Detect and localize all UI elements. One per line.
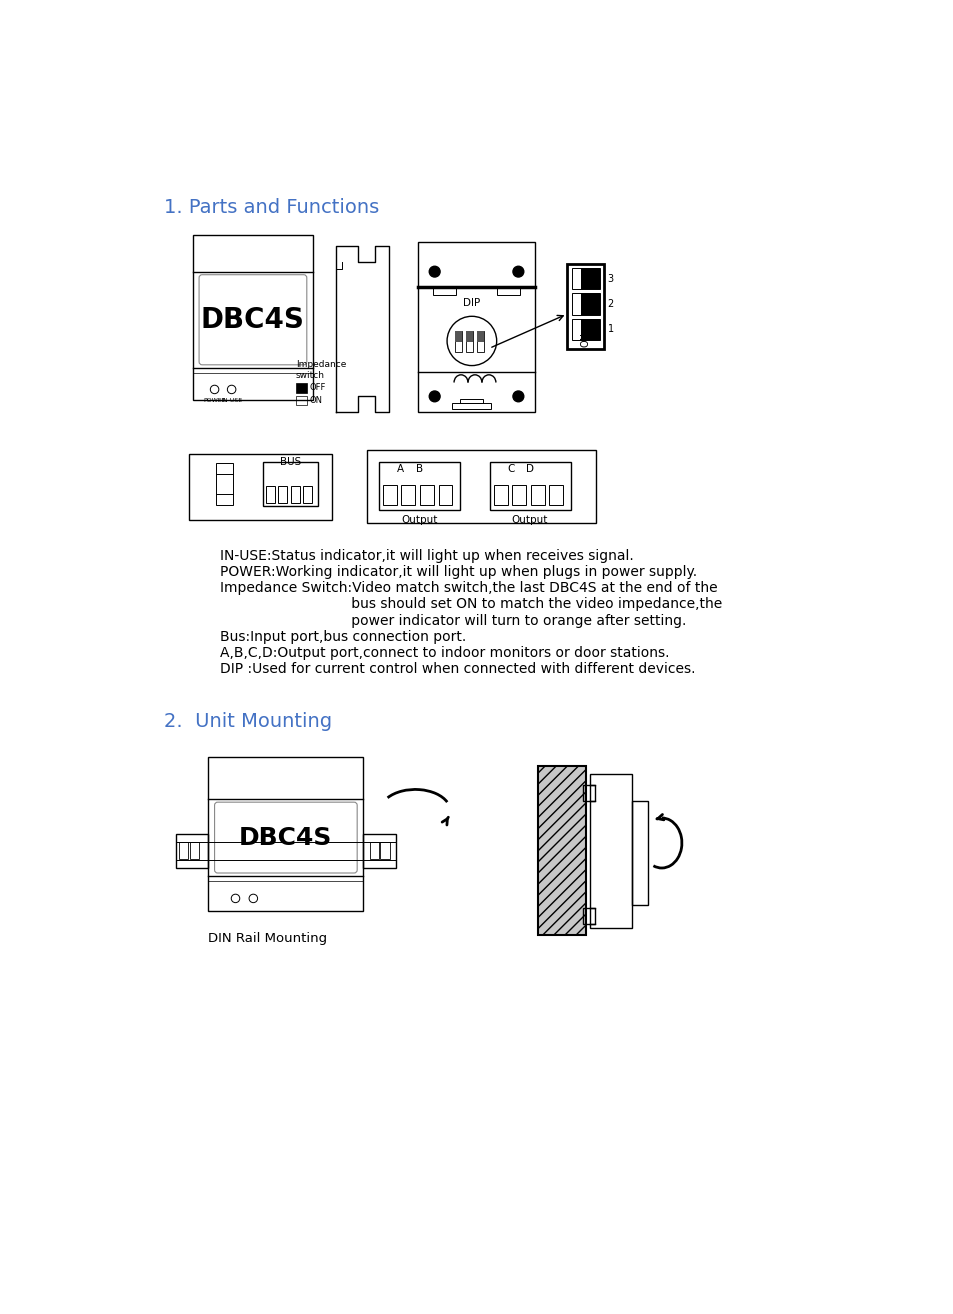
Text: Bus:Input port,bus connection port.: Bus:Input port,bus connection port.: [220, 629, 466, 644]
Text: ON: ON: [580, 332, 590, 347]
Bar: [190, 842, 199, 858]
Text: DBC4S: DBC4S: [201, 306, 305, 334]
Bar: [179, 842, 188, 858]
Text: POWER: POWER: [203, 398, 226, 403]
Bar: [367, 451, 596, 523]
Text: A: A: [396, 464, 404, 474]
Bar: [262, 461, 318, 506]
Bar: [380, 842, 390, 858]
Bar: [583, 786, 595, 800]
Bar: [278, 486, 287, 503]
Text: 1. Parts and Functions: 1. Parts and Functions: [164, 197, 379, 217]
Bar: [417, 242, 535, 411]
Bar: [433, 286, 456, 294]
Bar: [459, 398, 483, 402]
Text: IN-USE:Status indicator,it will light up when receives signal.: IN-USE:Status indicator,it will light up…: [220, 549, 633, 562]
Text: 3: 3: [607, 273, 613, 284]
Text: D: D: [525, 464, 534, 474]
Bar: [476, 331, 483, 342]
Text: IN-USE: IN-USE: [221, 398, 242, 403]
Bar: [530, 485, 544, 505]
Bar: [476, 331, 483, 352]
Bar: [291, 486, 299, 503]
Bar: [493, 485, 507, 505]
Bar: [438, 485, 452, 505]
Bar: [580, 268, 599, 289]
Bar: [175, 834, 208, 869]
Bar: [489, 461, 571, 510]
Text: Impedance Switch:Video match switch,the last DBC4S at the end of the: Impedance Switch:Video match switch,the …: [220, 581, 717, 595]
Text: 2: 2: [607, 300, 613, 309]
Bar: [401, 485, 415, 505]
Text: BUS: BUS: [279, 457, 301, 468]
Bar: [382, 485, 396, 505]
Bar: [589, 774, 632, 928]
Bar: [567, 264, 604, 348]
Text: DBC4S: DBC4S: [239, 825, 333, 850]
Circle shape: [513, 267, 523, 277]
Bar: [295, 396, 307, 405]
Bar: [571, 268, 599, 289]
Text: bus should set ON to match the video impedance,the: bus should set ON to match the video imp…: [220, 598, 721, 611]
Bar: [455, 331, 461, 342]
Text: C: C: [507, 464, 515, 474]
Text: DIN Rail Mounting: DIN Rail Mounting: [208, 933, 327, 945]
Bar: [465, 331, 472, 342]
Circle shape: [513, 392, 523, 402]
Bar: [295, 384, 307, 393]
Text: 1: 1: [607, 325, 613, 334]
Bar: [363, 834, 395, 869]
Bar: [455, 331, 461, 352]
Bar: [216, 464, 233, 474]
Bar: [208, 757, 363, 911]
Bar: [583, 908, 595, 924]
Bar: [549, 485, 562, 505]
Bar: [216, 494, 233, 505]
Text: Output: Output: [401, 515, 437, 526]
Bar: [465, 331, 472, 352]
Text: DIP :Used for current control when connected with different devices.: DIP :Used for current control when conne…: [220, 662, 695, 675]
Text: POWER:Working indicator,it will light up when plugs in power supply.: POWER:Working indicator,it will light up…: [220, 565, 697, 579]
Text: OFF: OFF: [309, 384, 325, 393]
Bar: [580, 293, 599, 315]
Bar: [369, 842, 378, 858]
Bar: [419, 485, 434, 505]
Bar: [452, 402, 491, 409]
Bar: [497, 286, 519, 294]
Bar: [632, 800, 647, 904]
Circle shape: [429, 267, 439, 277]
Bar: [571, 293, 599, 315]
Text: Output: Output: [511, 515, 548, 526]
Bar: [378, 461, 459, 510]
Bar: [512, 485, 525, 505]
Bar: [266, 486, 274, 503]
Bar: [580, 318, 599, 340]
Text: A,B,C,D:Output port,connect to indoor monitors or door stations.: A,B,C,D:Output port,connect to indoor mo…: [220, 646, 669, 660]
Text: power indicator will turn to orange after setting.: power indicator will turn to orange afte…: [220, 614, 685, 628]
Text: ON: ON: [309, 396, 322, 405]
Bar: [189, 455, 332, 519]
Bar: [537, 766, 585, 936]
Bar: [571, 318, 599, 340]
Bar: [303, 486, 312, 503]
Text: Impedance
switch: Impedance switch: [295, 360, 346, 380]
Text: B: B: [416, 464, 422, 474]
Text: 2.  Unit Mounting: 2. Unit Mounting: [164, 712, 332, 731]
Circle shape: [429, 392, 439, 402]
Bar: [193, 235, 313, 401]
Text: DIP: DIP: [462, 298, 479, 307]
